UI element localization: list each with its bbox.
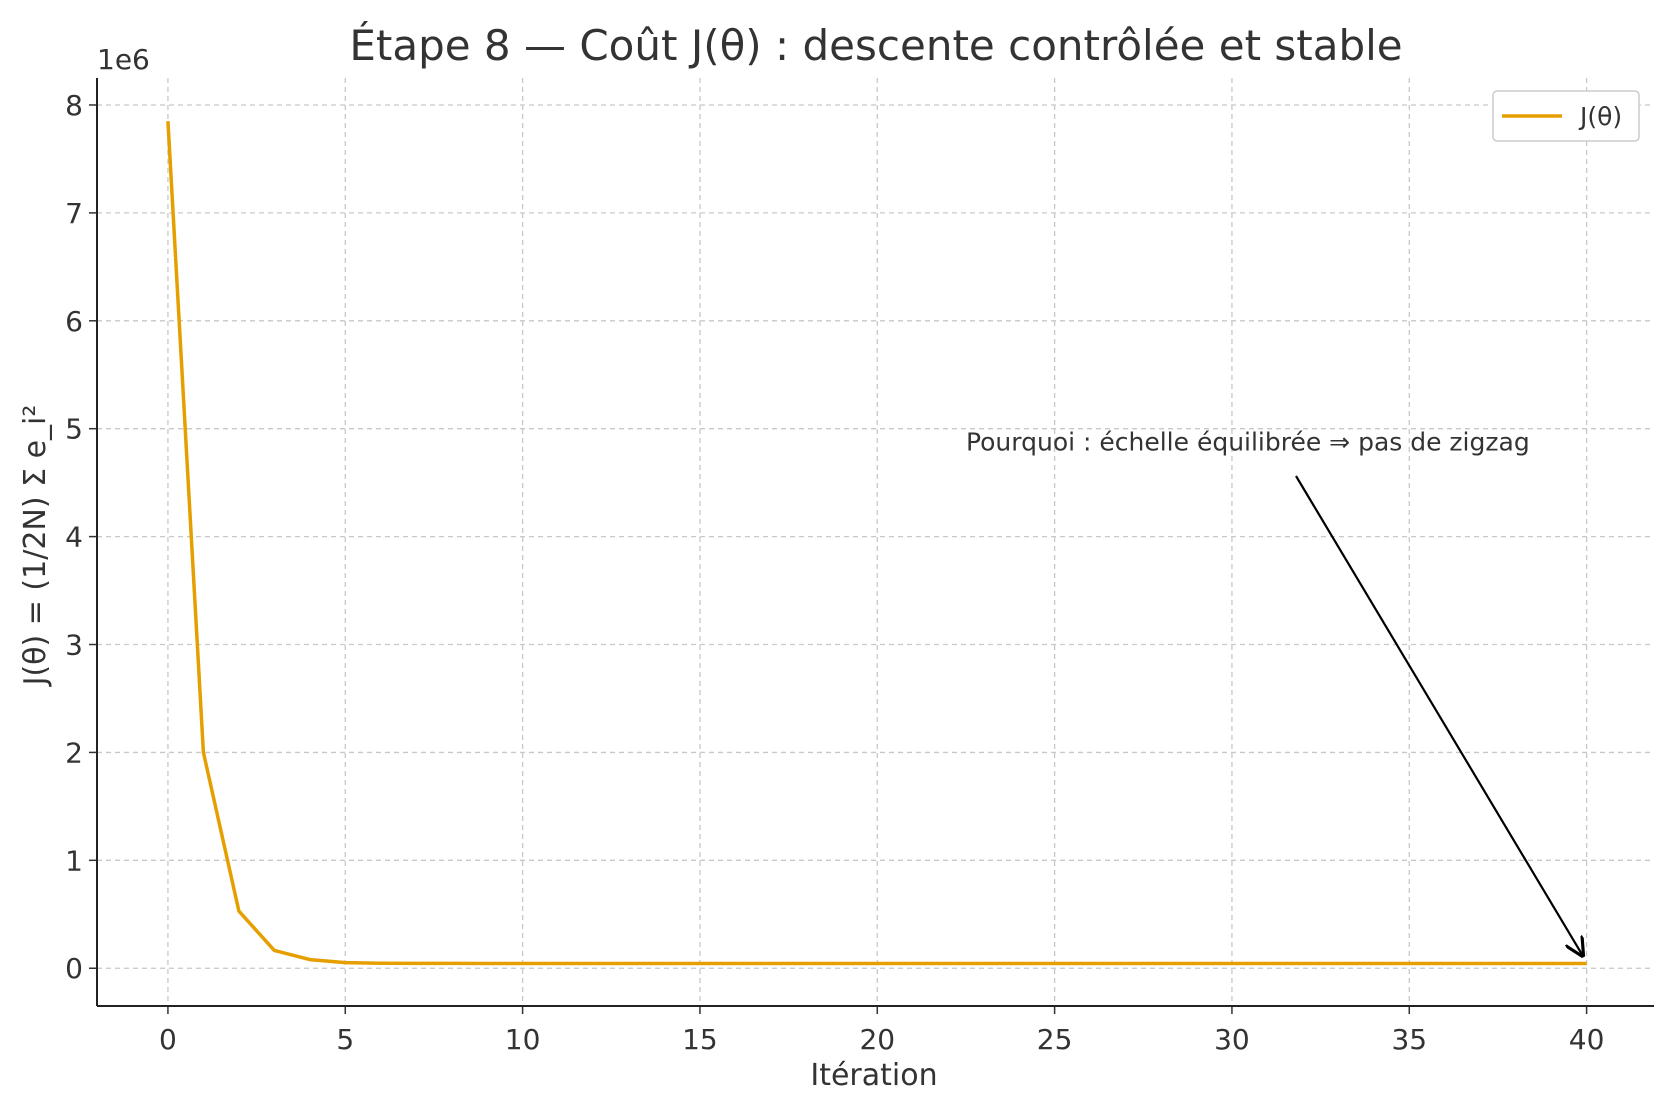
y-tick-label: 8	[65, 89, 83, 122]
chart-title: Étape 8 — Coût J(θ) : descente contrôlée…	[349, 20, 1402, 70]
annotation: Pourquoi : échelle équilibrée ⇒ pas de z…	[966, 427, 1583, 955]
y-tick-label: 0	[65, 952, 83, 985]
legend-label: J(θ)	[1578, 102, 1622, 131]
grid	[97, 78, 1654, 1006]
x-tick-label: 15	[682, 1023, 718, 1056]
annotation-arrow	[1295, 475, 1583, 955]
y-tick-label: 3	[65, 629, 83, 662]
y-axis-label: J(θ) = (1/2N) Σ e_i²	[18, 405, 53, 688]
annotation-text: Pourquoi : échelle équilibrée ⇒ pas de z…	[966, 427, 1530, 456]
tick-labels: 0 5 10 15 20 25 30 35 40 0 1 2 3 4 5 6 7 8	[65, 89, 1604, 1056]
series-layer	[166, 121, 1587, 966]
y-tick-label: 5	[65, 413, 83, 446]
y-tick-label: 1	[65, 844, 83, 877]
x-tick-label: 25	[1037, 1023, 1073, 1056]
y-tick-label: 6	[65, 305, 83, 338]
x-tick-label: 30	[1214, 1023, 1250, 1056]
x-tick-label: 0	[159, 1023, 177, 1056]
x-tick-label: 5	[336, 1023, 354, 1056]
axes	[89, 78, 1654, 1014]
y-tick-label: 2	[65, 736, 83, 769]
x-tick-label: 20	[859, 1023, 895, 1056]
x-tick-label: 10	[505, 1023, 541, 1056]
legend-box	[1492, 90, 1640, 142]
y-tick-label: 4	[65, 521, 83, 554]
legend: J(θ)	[1492, 90, 1640, 142]
x-tick-label: 35	[1391, 1023, 1427, 1056]
y-tick-label: 7	[65, 197, 83, 230]
y-offset-text: 1e6	[97, 43, 150, 76]
x-axis-label: Itération	[810, 1058, 937, 1093]
series-line	[166, 121, 1587, 966]
x-tick-label: 40	[1569, 1023, 1605, 1056]
